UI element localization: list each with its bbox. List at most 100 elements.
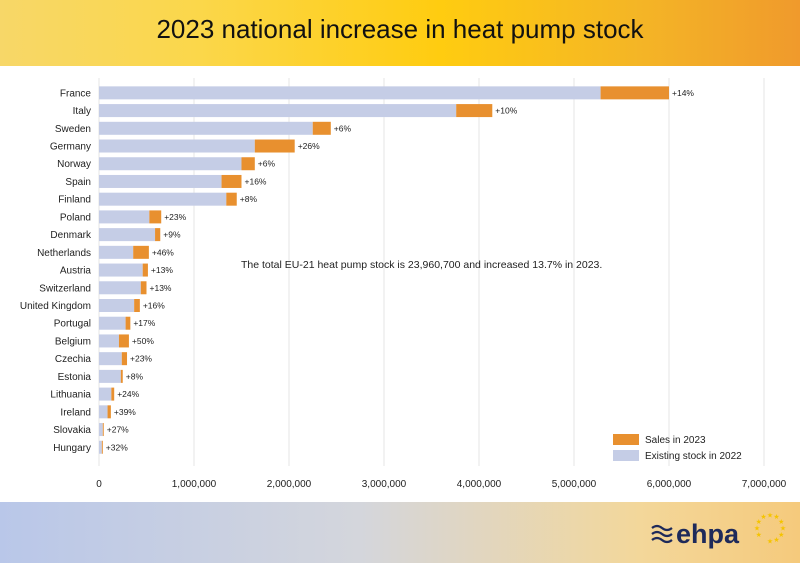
- logo-wordmark: ehpa: [676, 519, 740, 549]
- bar-sales-2023: [226, 192, 237, 206]
- bar-sales-2023: [312, 121, 331, 135]
- category-label: Germany: [50, 142, 91, 153]
- bar-sales-2023: [134, 299, 140, 312]
- data-label: +39%: [114, 407, 136, 417]
- bar-existing-stock: [99, 369, 121, 383]
- bar-existing-stock: [99, 299, 135, 312]
- bar-sales-2023: [142, 263, 148, 277]
- bar-chart: France Italy Sweden Germany Norway Spain Finla…: [20, 78, 787, 490]
- bar-sales-2023: [140, 281, 147, 295]
- category-label: Netherlands: [37, 248, 91, 259]
- data-label: +23%: [130, 354, 152, 364]
- bar-existing-stock: [99, 157, 242, 171]
- category-label: Poland: [60, 212, 91, 223]
- bar-sales-2023: [221, 174, 242, 188]
- bar-sales-2023: [125, 316, 131, 330]
- bar-sales-2023: [155, 228, 161, 242]
- category-label: Norway: [57, 159, 91, 170]
- data-label: +13%: [150, 283, 172, 293]
- bar-sales-2023: [149, 210, 162, 224]
- star-icon: ★: [767, 538, 773, 546]
- bar-sales-2023: [600, 86, 669, 100]
- bar-sales-2023: [121, 352, 128, 366]
- bar-existing-stock: [99, 423, 103, 437]
- data-label: +9%: [163, 230, 181, 240]
- data-label: +24%: [117, 389, 139, 399]
- data-label: +27%: [107, 425, 129, 435]
- data-label: +23%: [164, 212, 186, 222]
- category-label: Portugal: [54, 319, 91, 330]
- chart-title: 2023 national increase in heat pump stoc…: [156, 14, 644, 44]
- x-tick-label: 0: [96, 479, 102, 490]
- bar-existing-stock: [99, 245, 134, 259]
- x-tick-label: 5,000,000: [552, 479, 597, 490]
- x-tick-label: 4,000,000: [457, 479, 502, 490]
- star-icon: ★: [754, 525, 760, 533]
- legend-swatch: [613, 450, 639, 461]
- star-icon: ★: [780, 525, 786, 533]
- bar-sales-2023: [456, 104, 493, 118]
- category-label: France: [60, 88, 92, 99]
- star-icon: ★: [773, 536, 779, 544]
- category-label: Belgium: [55, 336, 91, 347]
- bar-existing-stock: [99, 192, 227, 206]
- category-label: Ireland: [60, 407, 91, 418]
- bar-sales-2023: [118, 334, 129, 348]
- category-label: Spain: [65, 177, 91, 188]
- category-label: Italy: [73, 106, 91, 117]
- bar-sales-2023: [254, 139, 295, 153]
- bar-sales-2023: [241, 157, 255, 171]
- data-label: +13%: [151, 265, 173, 275]
- data-label: +16%: [143, 301, 165, 311]
- bar-existing-stock: [99, 139, 255, 153]
- bar-existing-stock: [99, 316, 126, 330]
- logo-stars-icon: ★★★★★★★★ ★ ★★: [754, 512, 786, 546]
- x-tick-label: 7,000,000: [742, 479, 787, 490]
- bar-existing-stock: [99, 263, 143, 277]
- bar-existing-stock: [99, 352, 122, 366]
- data-label: +6%: [258, 159, 276, 169]
- data-label: +46%: [152, 247, 174, 257]
- bar-existing-stock: [99, 121, 313, 135]
- bar-existing-stock: [99, 334, 119, 348]
- bar-sales-2023: [102, 423, 104, 437]
- bar-existing-stock: [99, 228, 156, 242]
- bar-existing-stock: [99, 281, 141, 295]
- category-label: Lithuania: [50, 390, 91, 401]
- chart-area: France Italy Sweden Germany Norway Spain Finla…: [0, 66, 800, 502]
- category-label: Slovakia: [53, 425, 91, 436]
- bar-sales-2023: [107, 405, 111, 419]
- data-label: +26%: [298, 141, 320, 151]
- star-icon: ★: [756, 531, 762, 539]
- data-label: +17%: [133, 318, 155, 328]
- footer-banner: [0, 502, 800, 563]
- data-label: +8%: [126, 371, 144, 381]
- ehpa-logo: ehpa ★★★★★★★★ ★ ★★: [651, 512, 786, 549]
- data-label: +6%: [334, 123, 352, 133]
- x-tick-label: 3,000,000: [362, 479, 407, 490]
- x-tick-label: 2,000,000: [267, 479, 312, 490]
- data-label: +50%: [132, 336, 154, 346]
- category-label: Hungary: [53, 443, 91, 454]
- category-label: Sweden: [55, 124, 91, 135]
- star-icon: ★: [773, 513, 779, 521]
- bar-existing-stock: [99, 210, 150, 224]
- legend-swatch: [613, 434, 639, 445]
- star-icon: ★: [760, 513, 766, 521]
- category-label: Estonia: [58, 372, 92, 383]
- data-label: +14%: [672, 88, 694, 98]
- category-label: Czechia: [55, 354, 92, 365]
- data-label: +10%: [495, 106, 517, 116]
- category-label: Denmark: [50, 230, 92, 241]
- legend-label: Sales in 2023: [645, 435, 706, 446]
- bar-existing-stock: [99, 104, 457, 118]
- category-label: United Kingdom: [20, 301, 91, 312]
- category-label: Switzerland: [39, 283, 91, 294]
- data-label: +32%: [106, 442, 128, 452]
- bar-sales-2023: [101, 440, 103, 454]
- legend-label: Existing stock in 2022: [645, 451, 742, 462]
- star-icon: ★: [767, 512, 773, 520]
- star-icon: ★: [756, 518, 762, 526]
- bar-existing-stock: [99, 440, 102, 454]
- bar-existing-stock: [99, 387, 112, 401]
